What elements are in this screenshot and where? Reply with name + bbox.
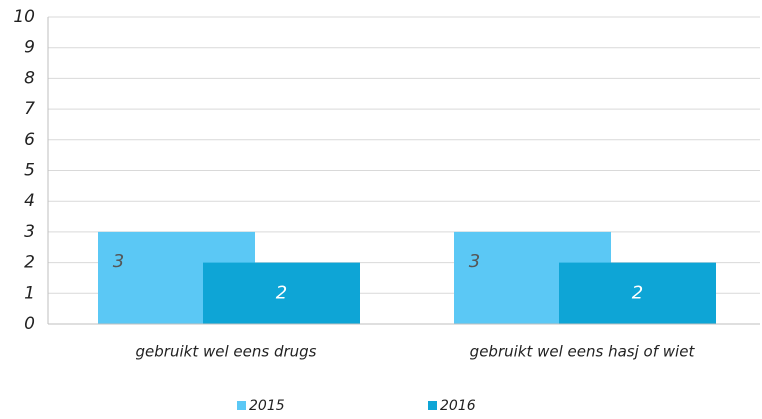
bar [203,262,360,324]
y-tick-label: 1 [24,283,35,303]
x-tick-label: gebruikt wel eens hasj of wiet [470,343,696,361]
legend-label: 2016 [440,398,476,414]
y-tick-label: 2 [24,253,35,273]
y-tick-label: 3 [24,222,35,242]
y-tick-label: 10 [13,7,35,27]
y-tick-label: 0 [24,314,35,334]
y-tick-label: 9 [24,38,35,58]
y-tick-label: 7 [24,99,35,119]
legend-swatch [237,401,246,410]
y-tick-label: 4 [24,191,35,211]
legend-swatch [428,401,437,410]
data-label: 3 [469,251,480,272]
x-tick-label: gebruikt wel eens drugs [136,343,317,361]
legend-label: 2015 [249,398,285,414]
y-tick-label: 5 [24,161,35,181]
bar [559,262,716,324]
data-label: 2 [276,282,287,303]
data-label: 2 [632,282,643,303]
data-label: 3 [113,251,124,272]
y-tick-label: 6 [24,130,35,150]
y-tick-label: 8 [24,68,35,88]
